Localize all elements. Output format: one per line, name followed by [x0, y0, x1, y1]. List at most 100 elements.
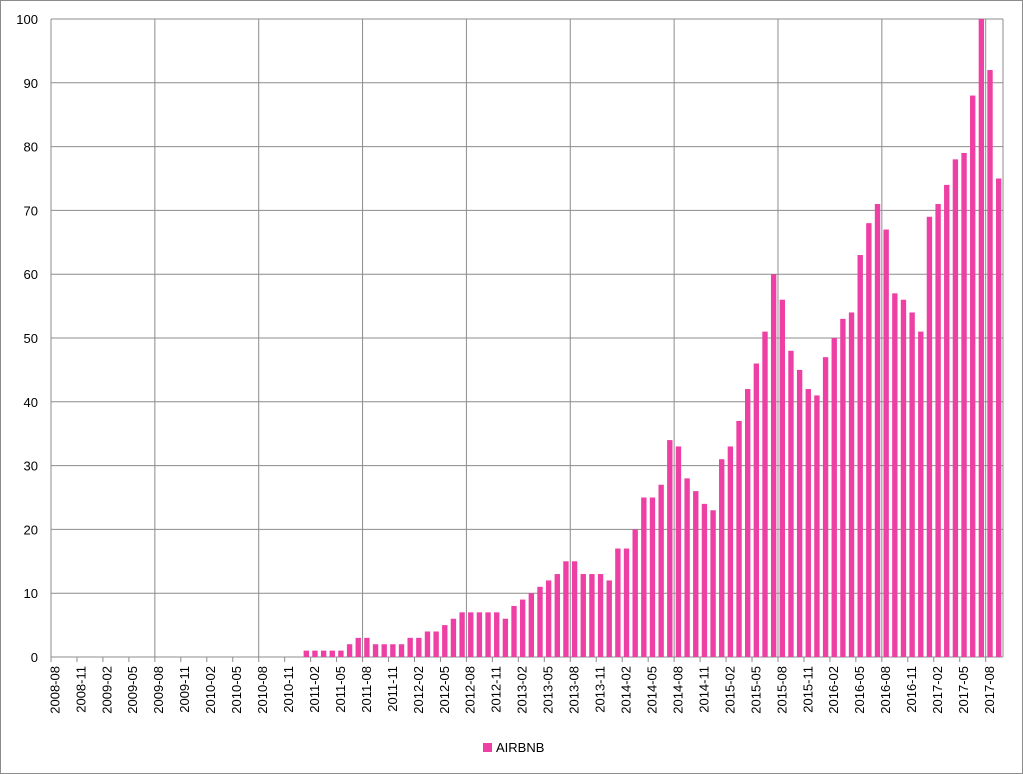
x-tick-label: 2014-02 [619, 666, 634, 714]
bar [822, 357, 829, 657]
x-tick-label: 2016-02 [826, 666, 841, 714]
bar [303, 650, 309, 657]
y-tick-label: 100 [16, 12, 38, 27]
bar [944, 184, 950, 657]
bar [519, 599, 526, 657]
x-tick-label: 2016-05 [852, 666, 867, 714]
bar [641, 497, 647, 657]
legend-swatch [483, 743, 492, 752]
bar [545, 580, 552, 657]
x-tick-label: 2012-11 [489, 666, 504, 713]
x-tick-label: 2015-05 [748, 666, 763, 714]
x-tick-label: 2010-11 [281, 666, 296, 713]
bar [909, 312, 915, 657]
bar [494, 612, 500, 657]
x-tick-label: 2013-11 [593, 666, 608, 713]
x-tick-label: 2017-05 [956, 666, 971, 714]
x-tick-label: 2011-08 [359, 666, 374, 713]
bar [978, 19, 985, 657]
x-tick-label: 2008-11 [73, 666, 88, 713]
bar [684, 478, 690, 657]
bar [857, 255, 863, 657]
x-tick-label: 2009-11 [177, 666, 192, 713]
bar [329, 650, 335, 657]
bar [580, 574, 586, 657]
bar [866, 223, 872, 657]
x-tick-label: 2013-02 [515, 666, 530, 714]
bar [364, 637, 370, 657]
x-tick-label: 2010-08 [255, 666, 270, 714]
bar [597, 574, 604, 657]
y-tick-label: 90 [24, 76, 38, 91]
bar [701, 503, 708, 657]
bar [918, 331, 924, 657]
bar [675, 446, 682, 657]
legend: AIRBNB [483, 740, 544, 755]
bar [719, 459, 725, 657]
bar [788, 350, 794, 657]
bar [779, 299, 785, 657]
x-tick-label: 2009-05 [125, 666, 140, 714]
x-tick-label: 2011-05 [333, 666, 348, 713]
x-tick-label: 2016-11 [904, 666, 919, 713]
bar [745, 389, 751, 657]
bars [303, 19, 1002, 658]
x-tick-label: 2017-08 [982, 666, 997, 714]
bar [987, 70, 993, 658]
bar [589, 574, 595, 657]
bar [649, 497, 656, 657]
bar [355, 637, 361, 657]
y-tick-label: 50 [24, 331, 38, 346]
x-tick-label: 2014-05 [644, 666, 659, 714]
bar [554, 574, 560, 657]
x-tick-label: 2009-02 [99, 666, 114, 714]
bar [831, 338, 837, 657]
bar [511, 605, 517, 657]
bar [874, 204, 881, 657]
bar [753, 363, 760, 657]
bar [416, 637, 422, 657]
x-tick-label: 2014-08 [670, 666, 685, 714]
bar [468, 612, 474, 657]
y-tick-label: 0 [31, 650, 38, 665]
y-tick-label: 30 [24, 459, 38, 474]
bar [805, 389, 811, 657]
x-tick-label: 2015-02 [722, 666, 737, 714]
bar [632, 529, 638, 657]
x-tick-label: 2012-05 [437, 666, 452, 714]
bar [796, 369, 803, 657]
bar [563, 561, 569, 657]
x-tick-label: 2013-05 [541, 666, 556, 714]
bar [372, 644, 379, 657]
x-tick-label: 2011-11 [385, 666, 400, 712]
y-tick-label: 10 [24, 586, 38, 601]
x-tick-label: 2008-08 [47, 666, 62, 714]
bar [615, 548, 621, 657]
x-tick-label: 2015-08 [774, 666, 789, 714]
bar [571, 561, 578, 657]
bar [338, 650, 344, 657]
y-axis-ticks: 0 10 20 30 40 50 60 70 80 90 100 [16, 12, 38, 665]
bar [935, 204, 941, 657]
bar [623, 548, 630, 657]
bar [926, 216, 933, 657]
bar [528, 593, 535, 657]
y-tick-label: 40 [24, 395, 38, 410]
bar [883, 229, 889, 658]
x-tick-label: 2015-11 [800, 666, 815, 713]
bar [459, 612, 465, 657]
x-tick-label: 2017-02 [930, 666, 945, 714]
bar [970, 95, 976, 657]
bar [814, 395, 820, 657]
x-tick-label: 2013-08 [567, 666, 582, 714]
bar [424, 631, 431, 657]
bar [312, 650, 318, 657]
x-tick-label: 2012-02 [411, 666, 426, 714]
legend-label: AIRBNB [496, 740, 544, 755]
bar [390, 644, 396, 657]
bar [667, 440, 673, 657]
x-tick-label: 2012-08 [463, 666, 478, 714]
bar [433, 631, 439, 657]
bar [693, 491, 699, 657]
